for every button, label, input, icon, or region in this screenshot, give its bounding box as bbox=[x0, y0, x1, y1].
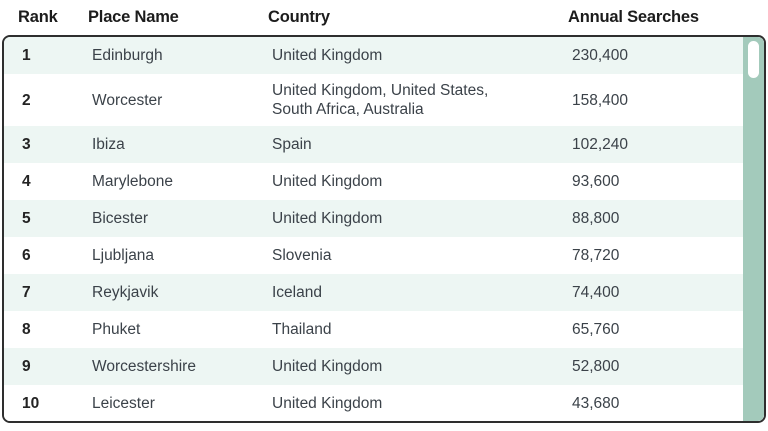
rank-cell: 6 bbox=[22, 247, 31, 264]
country-cell: Thailand bbox=[272, 321, 332, 338]
rank-cell: 9 bbox=[22, 358, 31, 375]
scrollbar-thumb[interactable] bbox=[748, 41, 759, 78]
annual-searches-cell: 230,400 bbox=[572, 47, 629, 64]
place-name-cell: Leicester bbox=[92, 395, 155, 412]
country-cell: Slovenia bbox=[272, 247, 332, 264]
table-row: 8 Phuket Thailand 65,760 bbox=[4, 311, 764, 348]
rank-cell: 3 bbox=[22, 136, 31, 153]
table-row: 7 Reykjavik Iceland 74,400 bbox=[4, 274, 764, 311]
column-header-country: Country bbox=[268, 8, 330, 26]
table-row: 3 Ibiza Spain 102,240 bbox=[4, 126, 764, 163]
annual-searches-cell: 74,400 bbox=[572, 284, 620, 301]
rank-cell: 8 bbox=[22, 321, 31, 338]
table-row: 2 Worcester United Kingdom, United State… bbox=[4, 74, 764, 126]
country-cell: United Kingdom, United States, South Afr… bbox=[272, 82, 489, 118]
place-name-cell: Edinburgh bbox=[92, 47, 163, 64]
annual-searches-cell: 88,800 bbox=[572, 210, 620, 227]
place-name-cell: Marylebone bbox=[92, 173, 173, 190]
table-row: 6 Ljubljana Slovenia 78,720 bbox=[4, 237, 764, 274]
column-header-place-name: Place Name bbox=[88, 8, 179, 26]
rank-cell: 2 bbox=[22, 91, 31, 109]
annual-searches-cell: 93,600 bbox=[572, 173, 620, 190]
table-row: 5 Bicester United Kingdom 88,800 bbox=[4, 200, 764, 237]
column-header-annual-searches: Annual Searches bbox=[568, 8, 699, 26]
country-cell: United Kingdom bbox=[272, 47, 383, 64]
table-body: 1 Edinburgh United Kingdom 230,400 2 Wor… bbox=[4, 37, 764, 421]
annual-searches-cell: 52,800 bbox=[572, 358, 620, 375]
scrollbar-track[interactable] bbox=[743, 37, 764, 421]
rank-cell: 4 bbox=[22, 173, 31, 190]
country-cell: United Kingdom bbox=[272, 395, 383, 412]
country-cell: Spain bbox=[272, 136, 312, 153]
column-header-rank: Rank bbox=[18, 8, 58, 26]
table-row: 10 Leicester United Kingdom 43,680 bbox=[4, 385, 764, 421]
place-name-cell: Reykjavik bbox=[92, 284, 159, 301]
place-name-cell: Worcester bbox=[92, 91, 163, 109]
place-name-cell: Bicester bbox=[92, 210, 148, 227]
rank-cell: 5 bbox=[22, 210, 31, 227]
rank-cell: 1 bbox=[22, 47, 31, 64]
annual-searches-cell: 78,720 bbox=[572, 247, 620, 264]
country-cell: United Kingdom bbox=[272, 173, 383, 190]
country-cell: United Kingdom bbox=[272, 210, 383, 227]
table-row: 4 Marylebone United Kingdom 93,600 bbox=[4, 163, 764, 200]
place-name-cell: Worcestershire bbox=[92, 358, 196, 375]
place-name-cell: Phuket bbox=[92, 321, 141, 338]
table-row: 1 Edinburgh United Kingdom 230,400 bbox=[4, 37, 764, 74]
country-cell: United Kingdom bbox=[272, 358, 383, 375]
place-name-cell: Ibiza bbox=[92, 136, 125, 153]
annual-searches-cell: 43,680 bbox=[572, 395, 620, 412]
rankings-table: 1 Edinburgh United Kingdom 230,400 2 Wor… bbox=[2, 35, 766, 423]
annual-searches-cell: 158,400 bbox=[572, 91, 629, 109]
place-name-cell: Ljubljana bbox=[92, 247, 155, 264]
table-header: Rank Place Name Country Annual Searches bbox=[0, 0, 768, 35]
rank-cell: 10 bbox=[22, 395, 40, 412]
annual-searches-cell: 65,760 bbox=[572, 321, 620, 338]
rank-cell: 7 bbox=[22, 284, 31, 301]
annual-searches-cell: 102,240 bbox=[572, 136, 629, 153]
country-cell: Iceland bbox=[272, 284, 322, 301]
table-row: 9 Worcestershire United Kingdom 52,800 bbox=[4, 348, 764, 385]
